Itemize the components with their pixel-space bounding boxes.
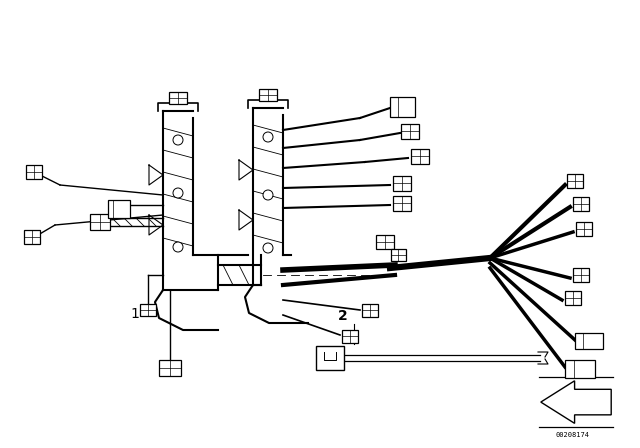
Bar (140, 304, 156, 316)
Text: 2: 2 (337, 309, 348, 323)
Bar (565, 291, 581, 305)
Bar (376, 235, 394, 249)
Circle shape (263, 132, 273, 142)
Polygon shape (541, 381, 611, 423)
Bar (575, 333, 603, 349)
Bar (24, 230, 40, 244)
Text: 1: 1 (130, 306, 139, 321)
Bar (316, 346, 344, 370)
Circle shape (173, 242, 183, 252)
Bar (390, 97, 415, 117)
Text: 00208174: 00208174 (556, 432, 590, 439)
Bar (565, 360, 595, 378)
Bar (567, 174, 583, 188)
Bar (390, 249, 406, 261)
Bar (576, 222, 592, 236)
Bar (259, 89, 277, 101)
Bar (393, 195, 411, 211)
Bar (573, 197, 589, 211)
Circle shape (263, 243, 273, 253)
Bar (159, 360, 181, 376)
Bar (26, 165, 42, 179)
Bar (169, 92, 187, 104)
Bar (108, 200, 130, 218)
Bar (401, 124, 419, 138)
Circle shape (263, 190, 273, 200)
Bar (90, 214, 110, 230)
Circle shape (173, 135, 183, 145)
Circle shape (173, 188, 183, 198)
Bar (362, 303, 378, 316)
Bar (393, 176, 411, 190)
Bar (411, 148, 429, 164)
Bar (573, 268, 589, 282)
Bar (342, 329, 358, 343)
